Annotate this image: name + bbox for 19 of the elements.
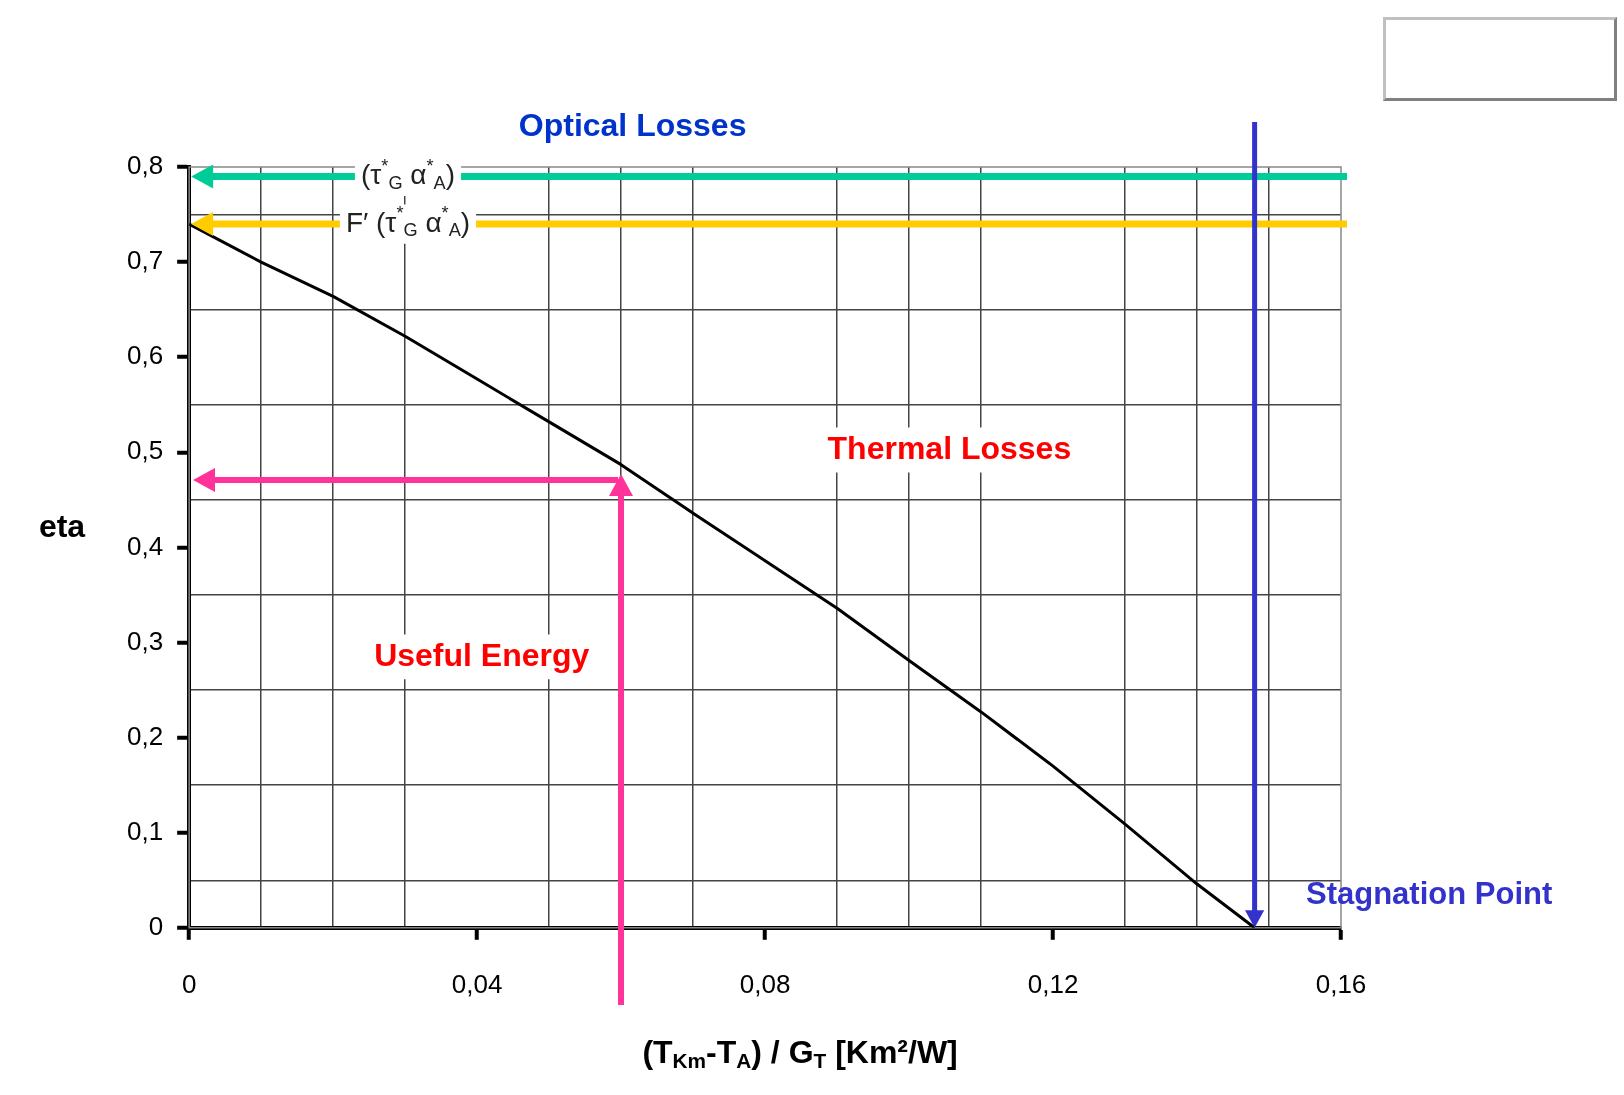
annotation: Thermal Losses <box>827 429 1072 466</box>
y-tick-label: 0,5 <box>126 435 164 466</box>
y-tick-label: 0,6 <box>126 340 164 371</box>
text: Optical Losses <box>518 106 747 143</box>
y-tick-label: 0 <box>148 910 164 941</box>
x-tick-label: 0 <box>181 968 197 999</box>
y-tick-label: 0,7 <box>126 245 164 276</box>
ref-line-label: Stagnation Point <box>1306 876 1553 912</box>
x-tick-label: 0,12 <box>1027 968 1079 999</box>
y-tick-label: 0,2 <box>126 720 164 751</box>
annotation: Useful Energy <box>374 636 590 673</box>
x-tick-label: 0,16 <box>1315 968 1367 999</box>
x-tick-label: 0,08 <box>739 968 791 999</box>
y-tick-label: 0,1 <box>126 815 164 846</box>
y-tick-label: 0,4 <box>126 530 164 561</box>
y-tick-label: 0,3 <box>126 625 164 656</box>
y-axis-title: eta <box>38 507 86 544</box>
y-tick-label: 0,8 <box>126 150 164 181</box>
x-tick-label: 0,04 <box>451 968 503 999</box>
